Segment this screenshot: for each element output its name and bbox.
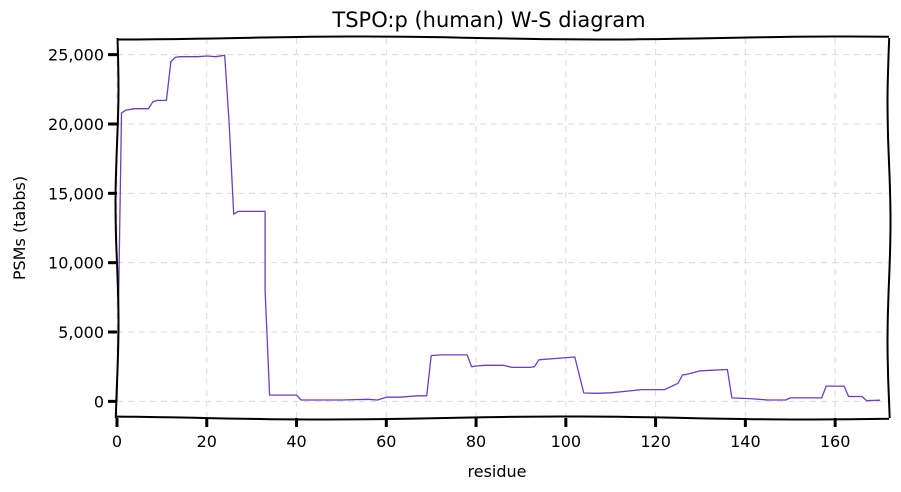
y-tick-label: 5,000 [58,323,104,342]
y-tick-label: 15,000 [48,184,104,203]
x-tick-label: 160 [820,432,851,451]
y-tick-label: 0 [94,392,104,411]
x-tick-label: 120 [640,432,671,451]
chart-title: TSPO:p (human) W-S diagram [331,8,645,32]
y-tick-label: 10,000 [48,254,104,273]
series-layer [116,54,881,402]
x-tick-label: 20 [197,432,217,451]
x-axis-label: residue [468,462,527,481]
x-tick-label: 100 [551,432,582,451]
x-tick-label: 140 [730,432,761,451]
grid-lines [116,38,889,418]
y-axis-label: PSMs (tabbs) [10,176,29,280]
x-tick-label: 40 [286,432,306,451]
axis-ticks: 0 20 40 60 80 100 120 140 160 0 5,000 10,000 15,000 2… [48,46,850,451]
series-line-0 [116,54,881,402]
x-tick-label: 60 [376,432,396,451]
plot-frame [114,35,892,421]
y-tick-label: 25,000 [48,46,104,65]
x-tick-label: 0 [112,432,122,451]
y-tick-label: 20,000 [48,115,104,134]
x-tick-label: 80 [466,432,486,451]
